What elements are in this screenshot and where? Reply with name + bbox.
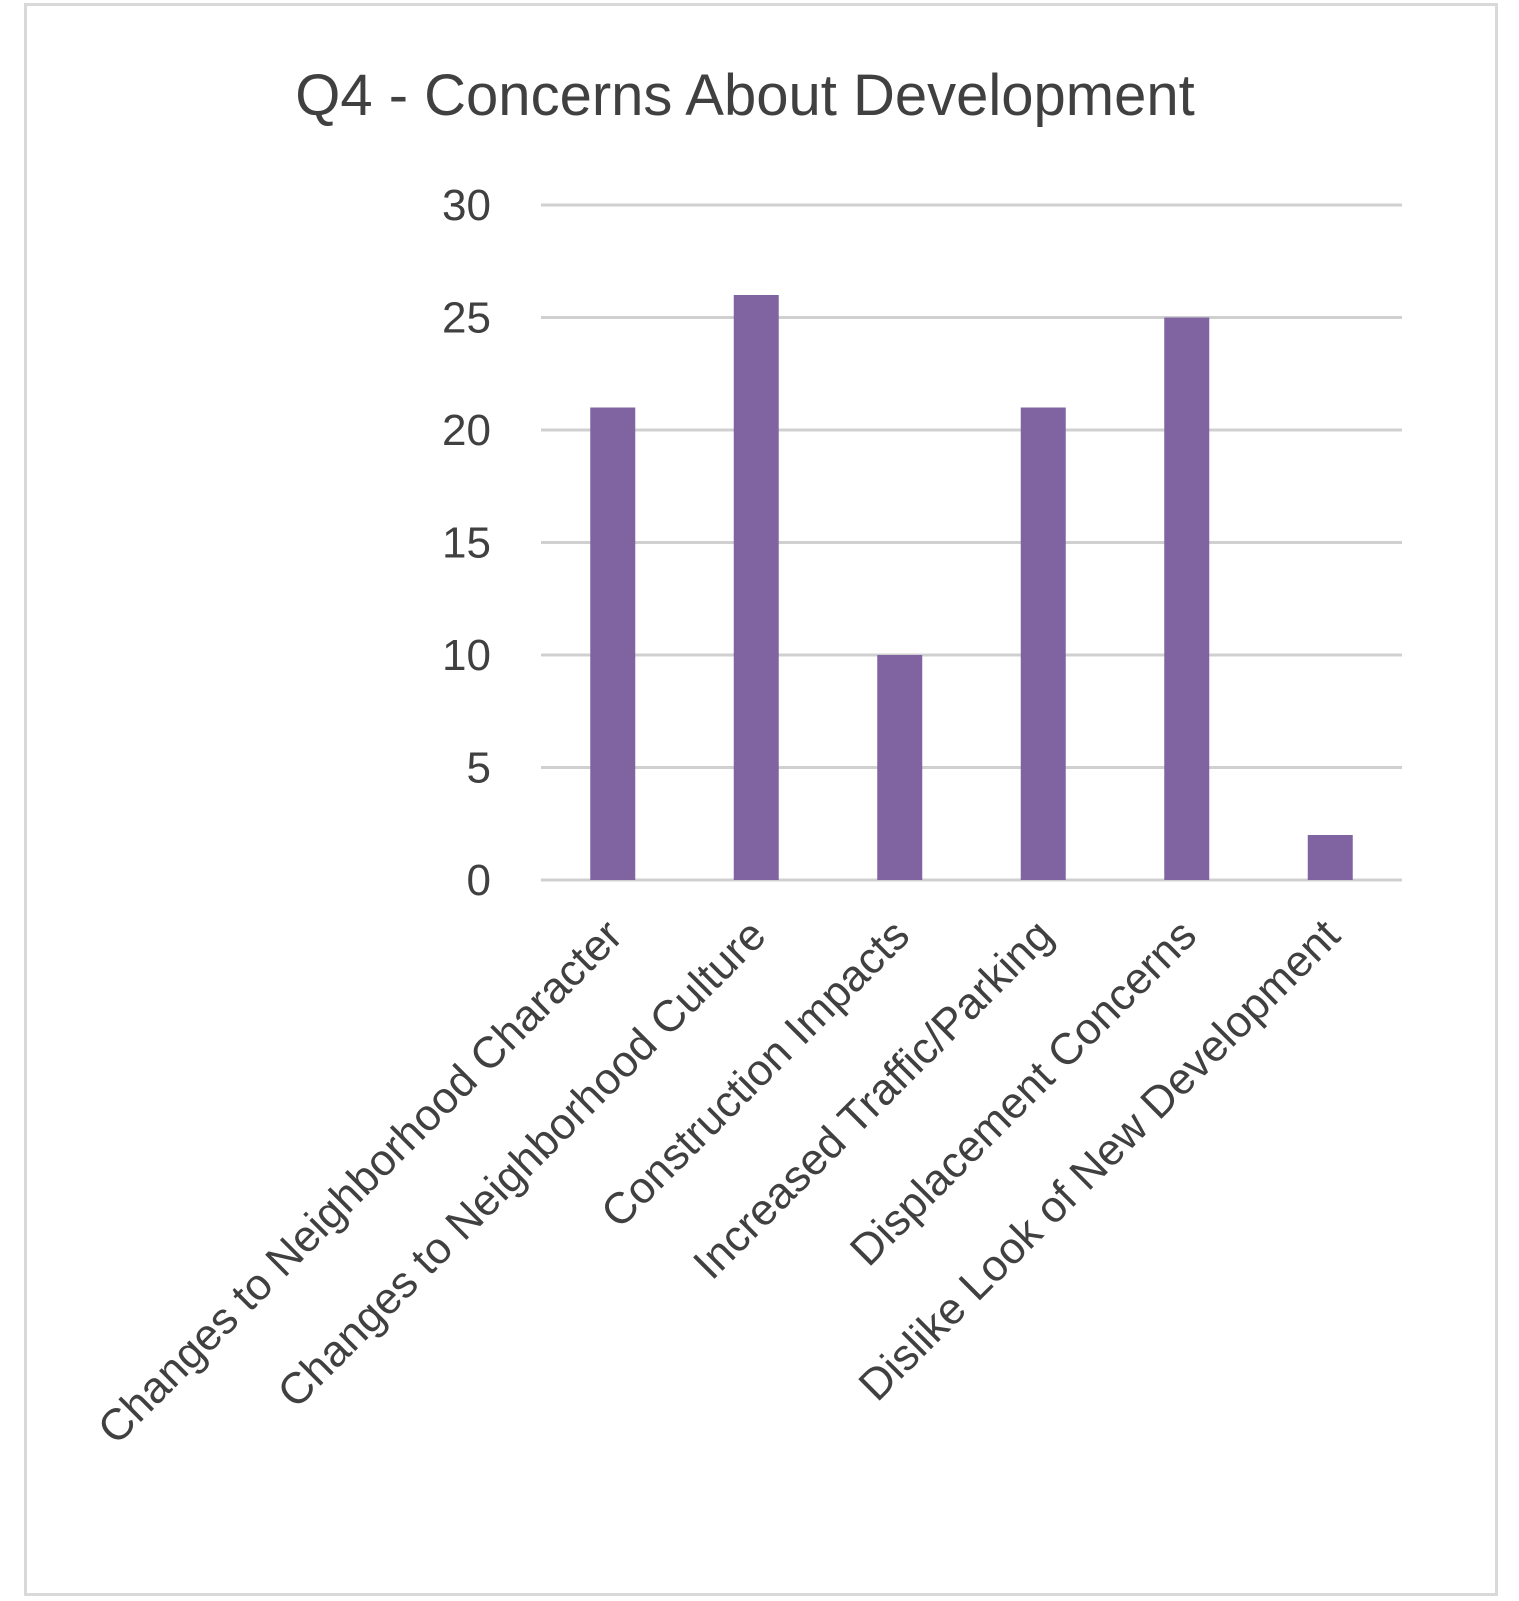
chart-title: Q4 - Concerns About Development — [295, 63, 1194, 128]
y-tick-label: 0 — [467, 856, 491, 905]
bar — [1164, 317, 1210, 880]
y-tick-label: 30 — [442, 181, 491, 230]
y-axis-ticks: 0 5 10 15 20 25 30 — [442, 181, 491, 905]
bars — [590, 295, 1353, 880]
y-tick-label: 25 — [442, 294, 491, 343]
y-tick-label: 5 — [467, 744, 491, 793]
x-category-label: Changes to Neighborhood Character — [89, 910, 632, 1453]
x-axis-labels: Changes to Neighborhood CharacterChanges… — [89, 910, 1350, 1453]
y-tick-label: 10 — [442, 631, 491, 680]
y-tick-label: 20 — [442, 406, 491, 455]
bar — [733, 295, 779, 880]
bar — [1307, 835, 1353, 880]
bar — [590, 407, 636, 880]
bar — [877, 655, 923, 880]
y-tick-label: 15 — [442, 519, 491, 568]
bar — [1020, 407, 1066, 880]
gridlines — [541, 203, 1402, 882]
